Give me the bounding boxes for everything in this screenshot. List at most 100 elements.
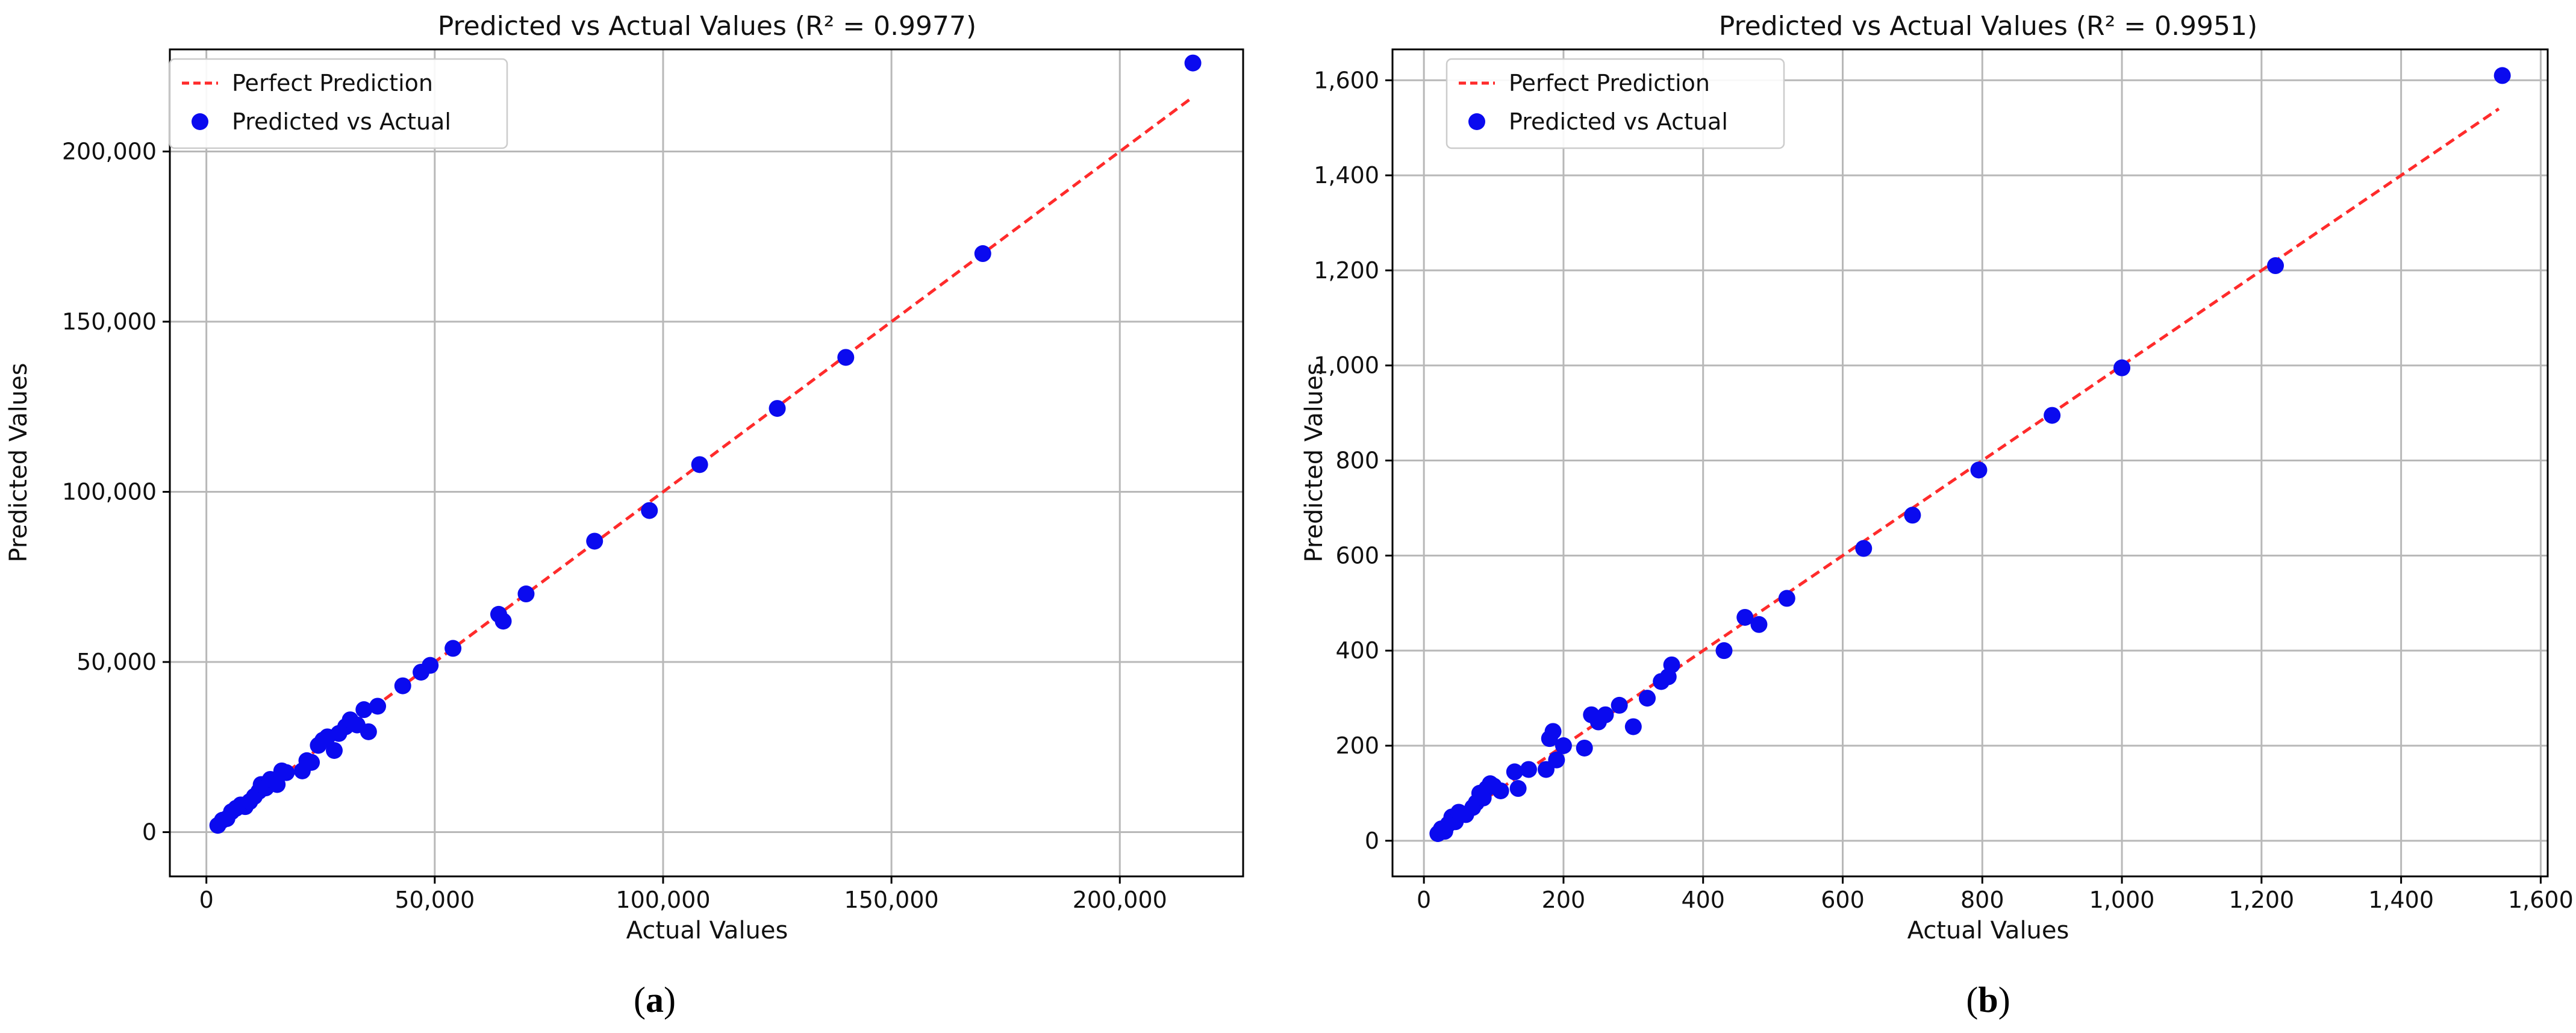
data-point: [1639, 690, 1656, 707]
x-axis-label: Actual Values: [626, 917, 788, 944]
plot-area-frame: [1391, 48, 2549, 878]
data-point: [394, 677, 411, 694]
y-tick-label: 1,600: [1314, 67, 1379, 93]
data-point: [444, 640, 462, 657]
panel-label-a: (a): [634, 980, 676, 1020]
legend-marker-swatch: [192, 113, 208, 130]
y-tick-label: 0: [1365, 828, 1379, 854]
x-tick-label: 1,600: [2508, 887, 2574, 913]
x-tick-label: 1,400: [2368, 887, 2434, 913]
y-tick-label: 200: [1335, 732, 1379, 759]
panel-label-close-paren: ): [1998, 980, 2010, 1020]
data-point: [360, 723, 377, 740]
y-tick-label: 50,000: [76, 649, 157, 675]
data-point: [586, 532, 603, 550]
y-tick-label: 100,000: [62, 479, 157, 505]
y-tick-label: 150,000: [62, 308, 157, 335]
legend: Perfect Prediction Predicted vs Actual: [169, 58, 508, 149]
data-point: [1492, 782, 1509, 799]
data-point: [641, 502, 658, 519]
legend-box: [169, 58, 508, 149]
panel-label-open-paren: (: [634, 980, 646, 1020]
panel-label-b: (b): [1966, 980, 2010, 1020]
data-point: [369, 698, 387, 715]
tick-labels: 0 200 400 600 800 1,000 1,200 1,400 1,600 0 200 400…: [1314, 67, 2574, 913]
data-point: [1750, 616, 1768, 633]
data-points: [209, 54, 1202, 834]
x-tick-label: 1,200: [2228, 887, 2294, 913]
data-point: [1663, 656, 1680, 673]
data-point: [769, 400, 786, 417]
data-point: [1597, 706, 1614, 723]
legend-label-predicted-vs-actual: Predicted vs Actual: [232, 108, 451, 135]
data-point: [1736, 608, 1754, 626]
panel-label-close-paren: ): [664, 980, 676, 1020]
data-point: [691, 456, 708, 473]
data-point: [422, 657, 439, 674]
plot-area-frame: [169, 48, 1244, 878]
data-point: [1555, 737, 1572, 755]
x-tick-label: 400: [1681, 887, 1725, 913]
data-point: [1184, 54, 1202, 72]
y-tick-label: 200,000: [62, 139, 157, 165]
panel-label-open-paren: (: [1966, 980, 1978, 1020]
x-tick-label: 800: [1960, 887, 2004, 913]
y-tick-label: 1,400: [1314, 162, 1379, 189]
chart-title: Predicted vs Actual Values (R² = 0.9951): [1719, 11, 2257, 42]
y-tick-label: 1,000: [1314, 352, 1379, 379]
legend: Perfect Prediction Predicted vs Actual: [1445, 58, 1785, 149]
data-point: [303, 754, 320, 771]
legend-marker-swatch: [1468, 113, 1485, 130]
data-point: [1506, 763, 1523, 781]
data-point: [1624, 718, 1642, 735]
x-tick-label: 600: [1821, 887, 1865, 913]
data-point: [1544, 723, 1562, 740]
y-tick-label: 400: [1335, 637, 1379, 664]
x-tick-label: 0: [1417, 887, 1431, 913]
data-point: [974, 245, 991, 263]
x-tick-label: 50,000: [395, 887, 475, 913]
panel-label-letter: b: [1978, 980, 1998, 1020]
chart-title: Predicted vs Actual Values (R² = 0.9977): [438, 11, 976, 42]
chart-panel-a: Predicted vs Actual Values (R² = 0.9977)…: [5, 11, 1244, 1020]
legend-label-predicted-vs-actual: Predicted vs Actual: [1509, 108, 1728, 135]
data-point: [1970, 461, 1988, 479]
x-tick-label: 200,000: [1073, 887, 1167, 913]
grid-lines: [170, 49, 1243, 876]
y-tick-label: 800: [1335, 448, 1379, 474]
y-tick-label: 1,200: [1314, 257, 1379, 284]
x-tick-label: 200: [1542, 887, 1586, 913]
data-point: [2113, 359, 2131, 376]
y-tick-label: 600: [1335, 542, 1379, 569]
data-point: [1520, 761, 1537, 778]
x-tick-label: 0: [199, 887, 214, 913]
y-axis-label: Predicted Values: [1300, 363, 1328, 562]
data-point: [278, 764, 295, 781]
data-point: [2267, 257, 2284, 275]
data-point: [2493, 67, 2511, 84]
data-point: [1904, 507, 1921, 524]
chart-panel-b: Predicted vs Actual Values (R² = 0.9951)…: [1300, 11, 2574, 1020]
data-point: [837, 349, 855, 366]
data-point: [355, 701, 373, 719]
data-point: [1611, 696, 1628, 714]
data-point: [1855, 540, 1873, 557]
data-point: [494, 613, 512, 630]
x-axis-label: Actual Values: [1907, 917, 2069, 944]
data-point: [325, 741, 343, 759]
legend-box: [1445, 58, 1785, 149]
x-tick-label: 100,000: [616, 887, 710, 913]
legend-label-perfect-prediction: Perfect Prediction: [1509, 70, 1710, 96]
data-point: [1778, 590, 1795, 607]
data-point: [1715, 642, 1733, 660]
data-point: [2044, 407, 2061, 424]
data-point: [1548, 751, 1565, 769]
data-point: [517, 585, 535, 603]
grid-lines: [1392, 49, 2548, 876]
y-axis-label: Predicted Values: [5, 363, 33, 562]
tick-labels: 0 50,000 100,000 150,000 200,000 0 50,000 100,0…: [62, 139, 1167, 913]
panel-label-letter: a: [646, 980, 664, 1020]
x-tick-label: 150,000: [844, 887, 939, 913]
legend-label-perfect-prediction: Perfect Prediction: [232, 70, 433, 96]
